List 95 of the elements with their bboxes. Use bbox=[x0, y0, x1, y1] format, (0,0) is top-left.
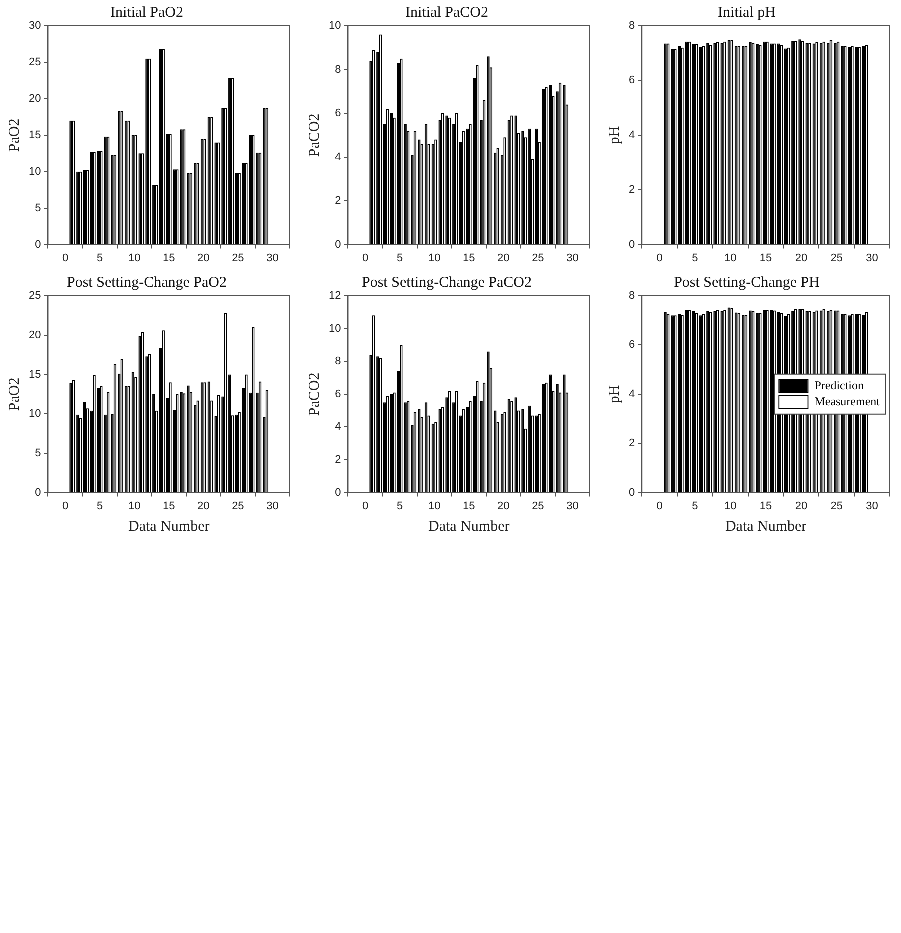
x-tick-label: 15 bbox=[462, 252, 476, 264]
y-tick-label: 6 bbox=[628, 74, 636, 87]
y-tick-label: 0 bbox=[35, 238, 42, 251]
x-tick-label: 15 bbox=[760, 500, 772, 512]
x-tick-label: 25 bbox=[830, 500, 844, 512]
x-tick-label: 5 bbox=[96, 252, 104, 264]
y-tick-label: 8 bbox=[628, 20, 636, 32]
y-tick-label: 5 bbox=[35, 202, 42, 214]
x-tick-label: 30 bbox=[866, 252, 878, 264]
y-axis-title: PaCO2 bbox=[306, 114, 323, 158]
y-tick-label: 4 bbox=[628, 129, 636, 142]
y-tick-label: 6 bbox=[628, 339, 636, 352]
x-tick-label: 30 bbox=[266, 500, 279, 512]
y-tick-label: 2 bbox=[628, 438, 636, 450]
x-axis-title: Data Number bbox=[725, 518, 807, 535]
y-tick-label: 0 bbox=[628, 238, 636, 251]
x-tick-label: 20 bbox=[795, 252, 808, 264]
chart-title: Initial PaO2 bbox=[110, 4, 184, 21]
x-tick-label: 0 bbox=[62, 252, 69, 264]
x-tick-label: 20 bbox=[498, 500, 510, 512]
y-tick-label: 0 bbox=[35, 486, 42, 499]
y-tick-label: 2 bbox=[628, 184, 636, 196]
x-tick-label: 5 bbox=[96, 500, 104, 512]
legend-label: Measurement bbox=[814, 394, 881, 409]
y-tick-label: 30 bbox=[28, 20, 42, 32]
legend-label: Prediction bbox=[814, 378, 864, 393]
x-tick-label: 20 bbox=[795, 500, 808, 512]
x-tick-label: 20 bbox=[498, 252, 510, 264]
x-tick-label: 20 bbox=[198, 500, 210, 512]
chart-title: Initial pH bbox=[718, 4, 776, 21]
x-tick-label: 30 bbox=[266, 252, 279, 264]
y-axis-title: pH bbox=[606, 126, 623, 145]
y-tick-label: 20 bbox=[28, 92, 42, 105]
x-tick-label: 15 bbox=[162, 500, 176, 512]
y-tick-label: 4 bbox=[628, 388, 636, 400]
x-tick-label: 5 bbox=[692, 252, 698, 264]
y-tick-label: 5 bbox=[35, 447, 42, 460]
x-tick-label: 5 bbox=[396, 252, 404, 264]
x-tick-label: 15 bbox=[760, 252, 772, 264]
y-tick-label: 8 bbox=[335, 64, 342, 76]
x-tick-label: 30 bbox=[866, 500, 878, 512]
x-tick-label: 10 bbox=[724, 500, 737, 512]
x-tick-label: 10 bbox=[128, 252, 141, 264]
x-tick-label: 0 bbox=[656, 252, 663, 264]
y-tick-label: 20 bbox=[28, 329, 42, 342]
x-tick-label: 30 bbox=[566, 500, 579, 512]
x-tick-label: 15 bbox=[462, 500, 476, 512]
y-axis-title: PaO2 bbox=[6, 378, 23, 412]
x-tick-label: 25 bbox=[532, 500, 544, 512]
y-tick-label: 8 bbox=[628, 290, 636, 302]
x-tick-label: 25 bbox=[232, 252, 244, 264]
x-tick-label: 20 bbox=[198, 252, 210, 264]
y-tick-label: 6 bbox=[335, 388, 342, 400]
x-tick-label: 10 bbox=[128, 500, 141, 512]
x-tick-label: 5 bbox=[692, 500, 698, 512]
x-axis-title: Data Number bbox=[128, 518, 210, 535]
chart-title: Initial PaCO2 bbox=[406, 4, 488, 21]
x-tick-label: 25 bbox=[830, 252, 844, 264]
y-tick-label: 25 bbox=[28, 56, 42, 68]
y-tick-label: 10 bbox=[28, 166, 42, 178]
y-tick-label: 10 bbox=[28, 408, 42, 420]
chart-title: Post Setting-Change PH bbox=[674, 274, 820, 291]
y-axis-title: PaCO2 bbox=[306, 372, 323, 416]
chart-title: Post Setting-Change PaO2 bbox=[67, 274, 227, 291]
x-tick-label: 25 bbox=[232, 500, 244, 512]
x-tick-label: 0 bbox=[362, 252, 369, 264]
y-tick-label: 10 bbox=[328, 322, 342, 335]
x-tick-label: 10 bbox=[724, 252, 737, 264]
y-tick-label: 10 bbox=[328, 20, 342, 32]
x-tick-label: 10 bbox=[428, 252, 441, 264]
y-tick-label: 0 bbox=[335, 238, 342, 251]
x-tick-label: 15 bbox=[162, 252, 176, 264]
x-tick-label: 5 bbox=[396, 500, 404, 512]
x-tick-label: 0 bbox=[656, 500, 663, 512]
y-tick-label: 4 bbox=[335, 151, 342, 164]
y-tick-label: 15 bbox=[28, 129, 42, 142]
chart-title: Post Setting-Change PaCO2 bbox=[362, 274, 532, 291]
x-tick-label: 0 bbox=[362, 500, 369, 512]
x-tick-label: 10 bbox=[428, 500, 441, 512]
y-tick-label: 0 bbox=[628, 486, 636, 499]
y-axis-title: PaO2 bbox=[6, 118, 23, 152]
x-tick-label: 0 bbox=[62, 500, 69, 512]
y-tick-label: 0 bbox=[335, 486, 342, 499]
y-tick-label: 4 bbox=[335, 421, 342, 434]
y-tick-label: 15 bbox=[28, 368, 42, 381]
y-tick-label: 2 bbox=[335, 195, 342, 208]
y-tick-label: 8 bbox=[335, 356, 342, 368]
x-tick-label: 30 bbox=[566, 252, 579, 264]
y-tick-label: 2 bbox=[335, 454, 342, 466]
y-tick-label: 12 bbox=[328, 290, 342, 302]
x-axis-title: Data Number bbox=[428, 518, 510, 535]
y-axis-title: pH bbox=[606, 385, 623, 404]
y-tick-label: 25 bbox=[28, 290, 42, 302]
x-tick-label: 25 bbox=[532, 252, 544, 264]
y-tick-label: 6 bbox=[335, 108, 342, 120]
